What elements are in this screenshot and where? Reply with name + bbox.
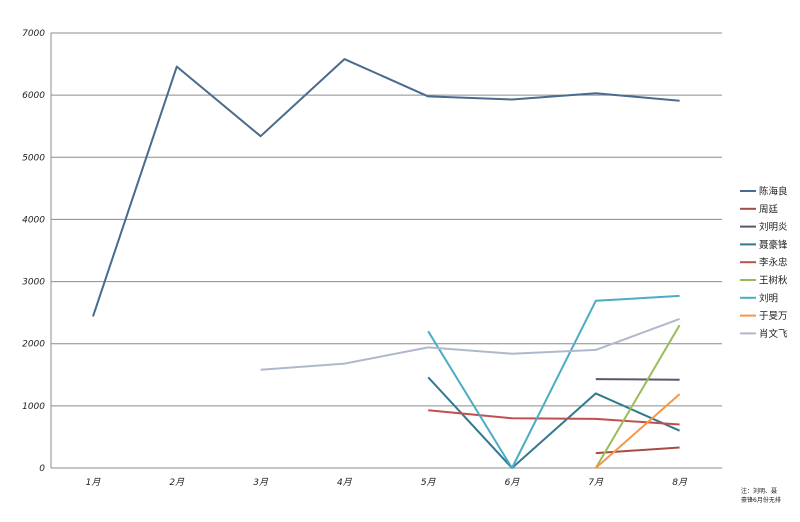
series-line-3 xyxy=(595,378,680,381)
legend-label-8: 于旻万 xyxy=(759,311,788,322)
y-tick-label-6000: 6000 xyxy=(22,91,45,101)
y-tick-label-1000: 1000 xyxy=(22,402,45,412)
series-line-6 xyxy=(594,324,681,469)
legend-label-1: 陈海良 xyxy=(759,186,788,198)
note-line-2: 豪锋6月份无排 xyxy=(741,496,781,504)
series-line-1 xyxy=(92,58,680,317)
axes xyxy=(50,33,722,469)
y-tick-label-5000: 5000 xyxy=(22,153,45,163)
series-line-8 xyxy=(595,393,681,469)
gridlines xyxy=(51,32,722,407)
legend-label-2: 周廷 xyxy=(759,203,779,215)
legend-label-3: 刘明炎 xyxy=(759,221,788,233)
x-tick-label-5: 5月 xyxy=(421,477,437,488)
x-tick-label-2: 2月 xyxy=(169,477,185,488)
note-line-1: 注：刘明、聂 xyxy=(741,487,777,495)
y-tick-label-4000: 4000 xyxy=(22,215,45,225)
y-tick-label-7000: 7000 xyxy=(22,29,45,39)
x-tick-label-6: 6月 xyxy=(505,477,521,488)
legend-label-9: 肖文飞 xyxy=(759,328,788,340)
series-line-2 xyxy=(595,446,680,455)
y-tick-label-3000: 3000 xyxy=(22,278,45,288)
x-tick-label-7: 7月 xyxy=(588,477,604,488)
series-line-7 xyxy=(427,294,680,469)
x-tick-label-3: 3月 xyxy=(253,477,269,488)
x-tick-label-4: 4月 xyxy=(337,477,353,488)
x-tick-label-1: 1月 xyxy=(86,477,102,488)
series-line-5 xyxy=(428,409,680,426)
series-line-9 xyxy=(260,317,680,371)
legend-label-4: 聂豪锋 xyxy=(759,239,788,251)
chart-note: 注：刘明、聂 豪锋6月份无排 xyxy=(741,487,781,504)
legend-label-7: 刘明 xyxy=(759,292,778,304)
x-tick-label-8: 8月 xyxy=(672,477,688,488)
x-axis-ticks: 1月 2月 3月 4月 5月 6月 7月 8月 xyxy=(86,477,688,488)
legend-label-6: 王树秋 xyxy=(759,275,788,287)
y-axis-ticks: 0 1000 2000 3000 4000 5000 6000 7000 xyxy=(22,29,45,474)
y-tick-label-2000: 2000 xyxy=(22,340,45,350)
legend-label-5: 李永忠 xyxy=(759,257,788,269)
y-tick-label-0: 0 xyxy=(39,464,45,474)
series-line-4 xyxy=(427,376,681,469)
series-lines xyxy=(92,58,681,469)
